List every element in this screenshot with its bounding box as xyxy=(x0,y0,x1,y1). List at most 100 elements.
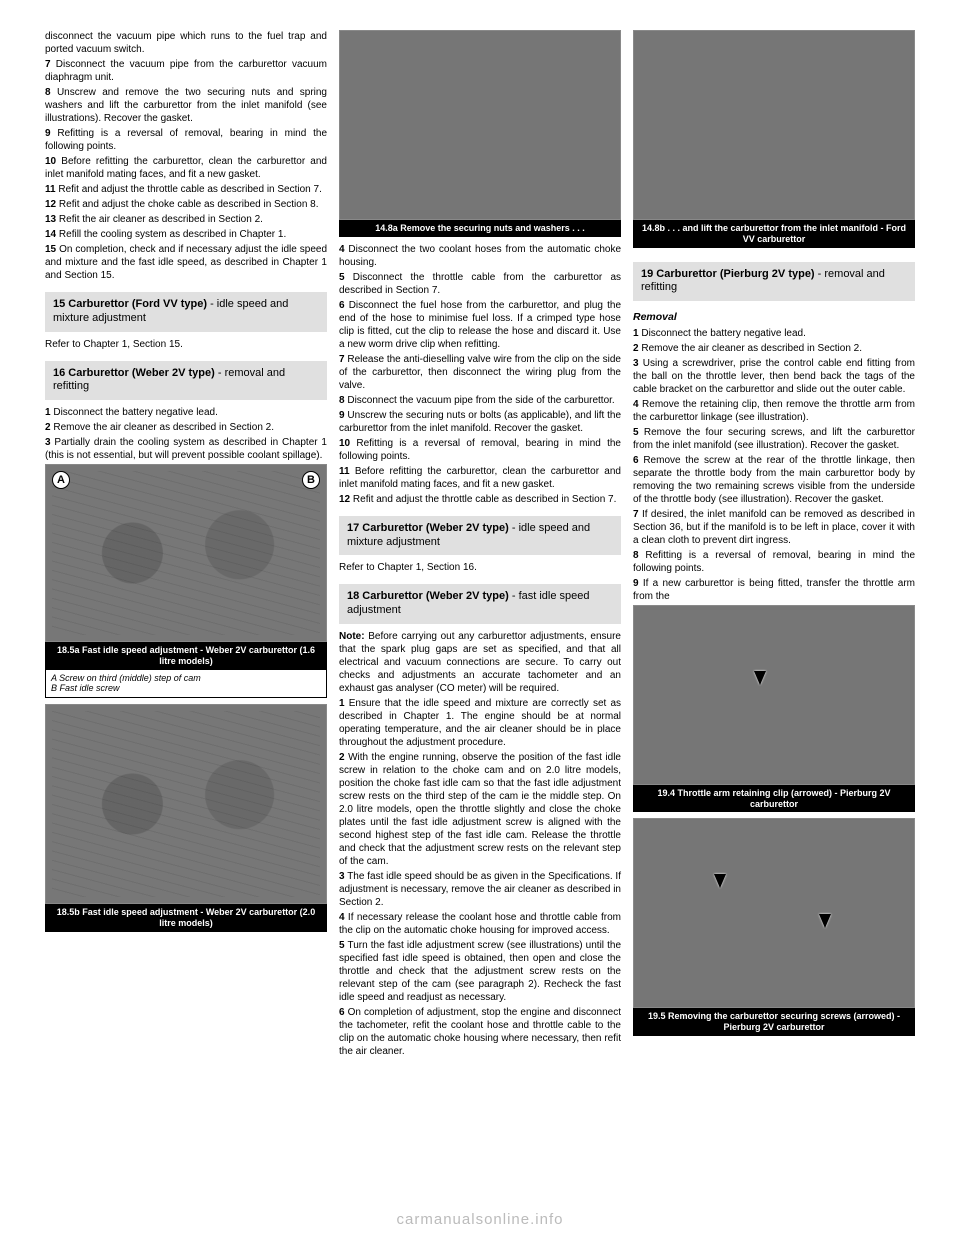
section-header-19: 19 Carburettor (Pierburg 2V type) - remo… xyxy=(633,262,915,302)
text-line: 12 Refit and adjust the throttle cable a… xyxy=(339,493,621,506)
step-text: Refill the cooling system as described i… xyxy=(59,229,286,240)
note-label: Note: xyxy=(339,631,365,642)
text-line: 1 Ensure that the idle speed and mixture… xyxy=(339,697,621,749)
text-line: 7 Release the anti-dieselling valve wire… xyxy=(339,353,621,392)
step-text: On completion of adjustment, stop the en… xyxy=(339,1007,621,1057)
drawing-18-5b xyxy=(45,704,327,904)
step-text: Disconnect the fuel hose from the carbur… xyxy=(339,300,621,350)
section-17-body: Refer to Chapter 1, Section 16. xyxy=(339,561,621,574)
figure-14-8a: 14.8a Remove the securing nuts and washe… xyxy=(339,30,621,237)
photo-19-4 xyxy=(633,605,915,785)
text-line: 8 Refitting is a reversal of removal, be… xyxy=(633,549,915,575)
subhead-removal: Removal xyxy=(633,311,915,325)
step-text: Refitting is a reversal of removal, bear… xyxy=(339,438,621,462)
text-line: 11 Before refitting the carburettor, cle… xyxy=(339,465,621,491)
text-line: 7 Disconnect the vacuum pipe from the ca… xyxy=(45,58,327,84)
text-line: 10 Before refitting the carburettor, cle… xyxy=(45,155,327,181)
step-text: Disconnect the throttle cable from the c… xyxy=(339,272,621,296)
note-text: Before carrying out any carburettor adju… xyxy=(339,631,621,694)
step-text: Using a screwdriver, prise the control c… xyxy=(633,358,915,395)
text-line: 9 Unscrew the securing nuts or bolts (as… xyxy=(339,409,621,435)
text-line: 1 Disconnect the battery negative lead. xyxy=(633,327,915,340)
step-text: Disconnect the battery negative lead. xyxy=(641,328,806,339)
text-line: 6 Remove the screw at the rear of the th… xyxy=(633,454,915,506)
section-title-bold: 15 Carburettor (Ford VV type) xyxy=(53,298,207,310)
section-18-note: Note: Before carrying out any carburetto… xyxy=(339,630,621,695)
text-line: 5 Disconnect the throttle cable from the… xyxy=(339,271,621,297)
step-text: Refit and adjust the choke cable as desc… xyxy=(59,199,319,210)
step-text: Before refitting the carburettor, clean … xyxy=(45,156,327,180)
text-line: 11 Refit and adjust the throttle cable a… xyxy=(45,183,327,196)
step-text: Turn the fast idle adjustment screw (see… xyxy=(339,940,621,1003)
step-text: Disconnect the two coolant hoses from th… xyxy=(339,244,621,268)
text-line: 9 If a new carburettor is being fitted, … xyxy=(633,577,915,603)
step-text: If a new carburettor is being fitted, tr… xyxy=(633,578,915,602)
step-text: Remove the screw at the rear of the thro… xyxy=(633,455,915,505)
figure-subcaption: A Screw on third (middle) step of cam B … xyxy=(45,670,327,699)
figure-19-4: 19.4 Throttle arm retaining clip (arrowe… xyxy=(633,605,915,813)
text-line: 3 Using a screwdriver, prise the control… xyxy=(633,357,915,396)
column-2: 14.8a Remove the securing nuts and washe… xyxy=(339,30,621,1060)
text-line: 5 Turn the fast idle adjustment screw (s… xyxy=(339,939,621,1004)
text-line: 3 Partially drain the cooling system as … xyxy=(45,436,327,462)
arrow-icon xyxy=(714,874,726,888)
label-b: B xyxy=(302,471,320,489)
step-text: Refitting is a reversal of removal, bear… xyxy=(45,128,327,152)
section-header-16: 16 Carburettor (Weber 2V type) - removal… xyxy=(45,361,327,401)
section-title-bold: 19 Carburettor (Pierburg 2V type) xyxy=(641,268,815,280)
section-header-18: 18 Carburettor (Weber 2V type) - fast id… xyxy=(339,584,621,624)
step-text: Ensure that the idle speed and mixture a… xyxy=(339,698,621,748)
figure-caption: 19.5 Removing the carburettor securing s… xyxy=(633,1008,915,1036)
photo-14-8b xyxy=(633,30,915,220)
figure-caption: 14.8a Remove the securing nuts and washe… xyxy=(339,220,621,237)
text-line: 4 If necessary release the coolant hose … xyxy=(339,911,621,937)
label-a: A xyxy=(52,471,70,489)
text-line: 6 Disconnect the fuel hose from the carb… xyxy=(339,299,621,351)
drawing-18-5a: A B xyxy=(45,464,327,642)
text-line: 8 Disconnect the vacuum pipe from the si… xyxy=(339,394,621,407)
step-text: Release the anti-dieselling valve wire f… xyxy=(339,354,621,391)
section-header-17: 17 Carburettor (Weber 2V type) - idle sp… xyxy=(339,516,621,556)
photo-14-8a xyxy=(339,30,621,220)
figure-caption: 19.4 Throttle arm retaining clip (arrowe… xyxy=(633,785,915,813)
step-text: Refit and adjust the throttle cable as d… xyxy=(58,184,322,195)
text-line: 10 Refitting is a reversal of removal, b… xyxy=(339,437,621,463)
step-text: Partially drain the cooling system as de… xyxy=(45,437,327,461)
photo-19-5 xyxy=(633,818,915,1008)
step-text: Disconnect the vacuum pipe from the side… xyxy=(347,395,614,406)
step-text: Disconnect the vacuum pipe from the carb… xyxy=(45,59,327,83)
figure-caption: 14.8b . . . and lift the carburettor fro… xyxy=(633,220,915,248)
section-title-bold: 17 Carburettor (Weber 2V type) xyxy=(347,522,509,534)
figure-caption: 18.5a Fast idle speed adjustment - Weber… xyxy=(45,642,327,670)
step-text: With the engine running, observe the pos… xyxy=(339,752,621,867)
section-15-body: Refer to Chapter 1, Section 15. xyxy=(45,338,327,351)
column-1: disconnect the vacuum pipe which runs to… xyxy=(45,30,327,1060)
step-text: Remove the retaining clip, then remove t… xyxy=(633,399,915,423)
text-line: 4 Remove the retaining clip, then remove… xyxy=(633,398,915,424)
text-line: 4 Disconnect the two coolant hoses from … xyxy=(339,243,621,269)
text-line: 6 On completion of adjustment, stop the … xyxy=(339,1006,621,1058)
step-text: Remove the air cleaner as described in S… xyxy=(53,422,274,433)
text-line: 12 Refit and adjust the choke cable as d… xyxy=(45,198,327,211)
step-text: Remove the air cleaner as described in S… xyxy=(641,343,862,354)
arrow-icon xyxy=(754,671,766,685)
figure-18-5a: A B 18.5a Fast idle speed adjustment - W… xyxy=(45,464,327,698)
text-line: 15 On completion, check and if necessary… xyxy=(45,243,327,282)
step-text: The fast idle speed should be as given i… xyxy=(339,871,621,908)
text-line: 1 Disconnect the battery negative lead. xyxy=(45,406,327,419)
watermark: carmanualsonline.info xyxy=(0,1210,960,1230)
section-header-15: 15 Carburettor (Ford VV type) - idle spe… xyxy=(45,292,327,332)
text-line: disconnect the vacuum pipe which runs to… xyxy=(45,30,327,56)
step-text: Refit and adjust the throttle cable as d… xyxy=(353,494,617,505)
step-text: Unscrew the securing nuts or bolts (as a… xyxy=(339,410,621,434)
section-title-bold: 16 Carburettor (Weber 2V type) xyxy=(53,367,215,379)
text-line: 9 Refitting is a reversal of removal, be… xyxy=(45,127,327,153)
text-line: 2 With the engine running, observe the p… xyxy=(339,751,621,868)
text-line: 14 Refill the cooling system as describe… xyxy=(45,228,327,241)
column-3: 14.8b . . . and lift the carburettor fro… xyxy=(633,30,915,1060)
step-text: Remove the four securing screws, and lif… xyxy=(633,427,915,451)
arrow-icon xyxy=(819,914,831,928)
step-text: Refitting is a reversal of removal, bear… xyxy=(633,550,915,574)
step-text: Before refitting the carburettor, clean … xyxy=(339,466,621,490)
figure-caption: 18.5b Fast idle speed adjustment - Weber… xyxy=(45,904,327,932)
